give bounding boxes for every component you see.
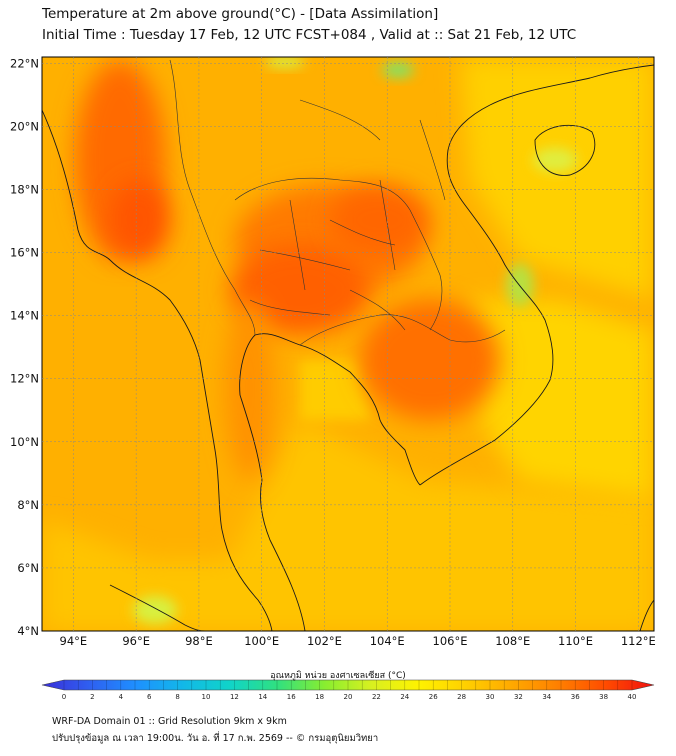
lon-tick-label: 106°E bbox=[433, 634, 468, 648]
colorbar-tick-label: 14 bbox=[258, 693, 267, 700]
colorbar-tick-label: 16 bbox=[287, 693, 296, 700]
graticule bbox=[42, 57, 654, 631]
colorbar-tick-label: 34 bbox=[542, 693, 551, 700]
footer-update-info: ปรับปรุงข้อมูล ณ เวลา 19:00น. วัน อ. ที่… bbox=[52, 733, 379, 744]
temperature-map: 22°N 20°N 18°N 16°N 14°N 12°N 10°N 8°N 6°N 4°N 94… bbox=[10, 56, 656, 700]
colorbar-tick-label: 32 bbox=[514, 693, 523, 700]
lon-tick-label: 102°E bbox=[307, 634, 342, 648]
lon-axis: 94°E 96°E 98°E 100°E 102°E 104°E 106°E 108°E 110… bbox=[60, 634, 656, 648]
lat-tick-label: 16°N bbox=[10, 246, 39, 260]
colorbar-tick-label: 8 bbox=[175, 693, 179, 700]
map-subtitle: Initial Time : Tuesday 17 Feb, 12 UTC FC… bbox=[42, 27, 577, 43]
temperature-field bbox=[42, 57, 654, 631]
lon-tick-label: 98°E bbox=[185, 634, 213, 648]
lat-tick-label: 22°N bbox=[10, 56, 39, 70]
lon-tick-label: 112°E bbox=[621, 634, 656, 648]
colorbar-tick-label: 22 bbox=[372, 693, 381, 700]
colorbar-tick-label: 30 bbox=[486, 693, 495, 700]
lat-tick-label: 12°N bbox=[10, 372, 39, 386]
lat-tick-label: 14°N bbox=[10, 309, 39, 323]
map-title: Temperature at 2m above ground(°C) - [Da… bbox=[42, 6, 439, 22]
lon-tick-label: 96°E bbox=[122, 634, 150, 648]
footer-model-info: WRF-DA Domain 01 :: Grid Resolution 9km … bbox=[52, 716, 287, 727]
colorbar-tick-label: 20 bbox=[344, 693, 353, 700]
lat-axis: 22°N 20°N 18°N 16°N 14°N 12°N 10°N 8°N 6°N 4°N bbox=[10, 56, 39, 638]
lat-tick-label: 8°N bbox=[17, 498, 39, 512]
colorbar-tick-label: 26 bbox=[429, 693, 438, 700]
colorbar: 0 2 4 6 8 10 12 14 16 18 20 22 24 26 28 30 32 34 36 38 40 bbox=[41, 679, 655, 700]
colorbar-tick-label: 28 bbox=[457, 693, 466, 700]
colorbar-tick-label: 0 bbox=[62, 693, 66, 700]
colorbar-tick-label: 4 bbox=[119, 693, 124, 700]
colorbar-tick-label: 6 bbox=[147, 693, 152, 700]
lat-tick-label: 10°N bbox=[10, 435, 39, 449]
lon-tick-label: 100°E bbox=[244, 634, 279, 648]
colorbar-tick-label: 36 bbox=[571, 693, 580, 700]
map-frame bbox=[41, 56, 655, 632]
colorbar-label: อุณหภูมิ หน่วย องศาเซลเซียส (°C) bbox=[270, 671, 406, 681]
lon-tick-label: 108°E bbox=[495, 634, 530, 648]
lat-tick-label: 18°N bbox=[10, 182, 39, 196]
lon-tick-label: 104°E bbox=[370, 634, 405, 648]
lat-tick-label: 4°N bbox=[17, 624, 39, 638]
colorbar-tick-label: 24 bbox=[400, 693, 409, 700]
colorbar-bar bbox=[41, 679, 655, 691]
admin-borders bbox=[169, 59, 506, 346]
colorbar-tick-label: 12 bbox=[230, 693, 239, 700]
colorbar-tick-label: 2 bbox=[90, 693, 94, 700]
lon-tick-label: 110°E bbox=[558, 634, 593, 648]
lon-tick-label: 94°E bbox=[60, 634, 88, 648]
lat-tick-label: 6°N bbox=[17, 561, 39, 575]
colorbar-tick-label: 38 bbox=[599, 693, 608, 700]
colorbar-tick-label: 40 bbox=[628, 693, 637, 700]
colorbar-tick-label: 10 bbox=[202, 693, 211, 700]
colorbar-tick-label: 18 bbox=[315, 693, 324, 700]
lat-tick-label: 20°N bbox=[10, 119, 39, 133]
